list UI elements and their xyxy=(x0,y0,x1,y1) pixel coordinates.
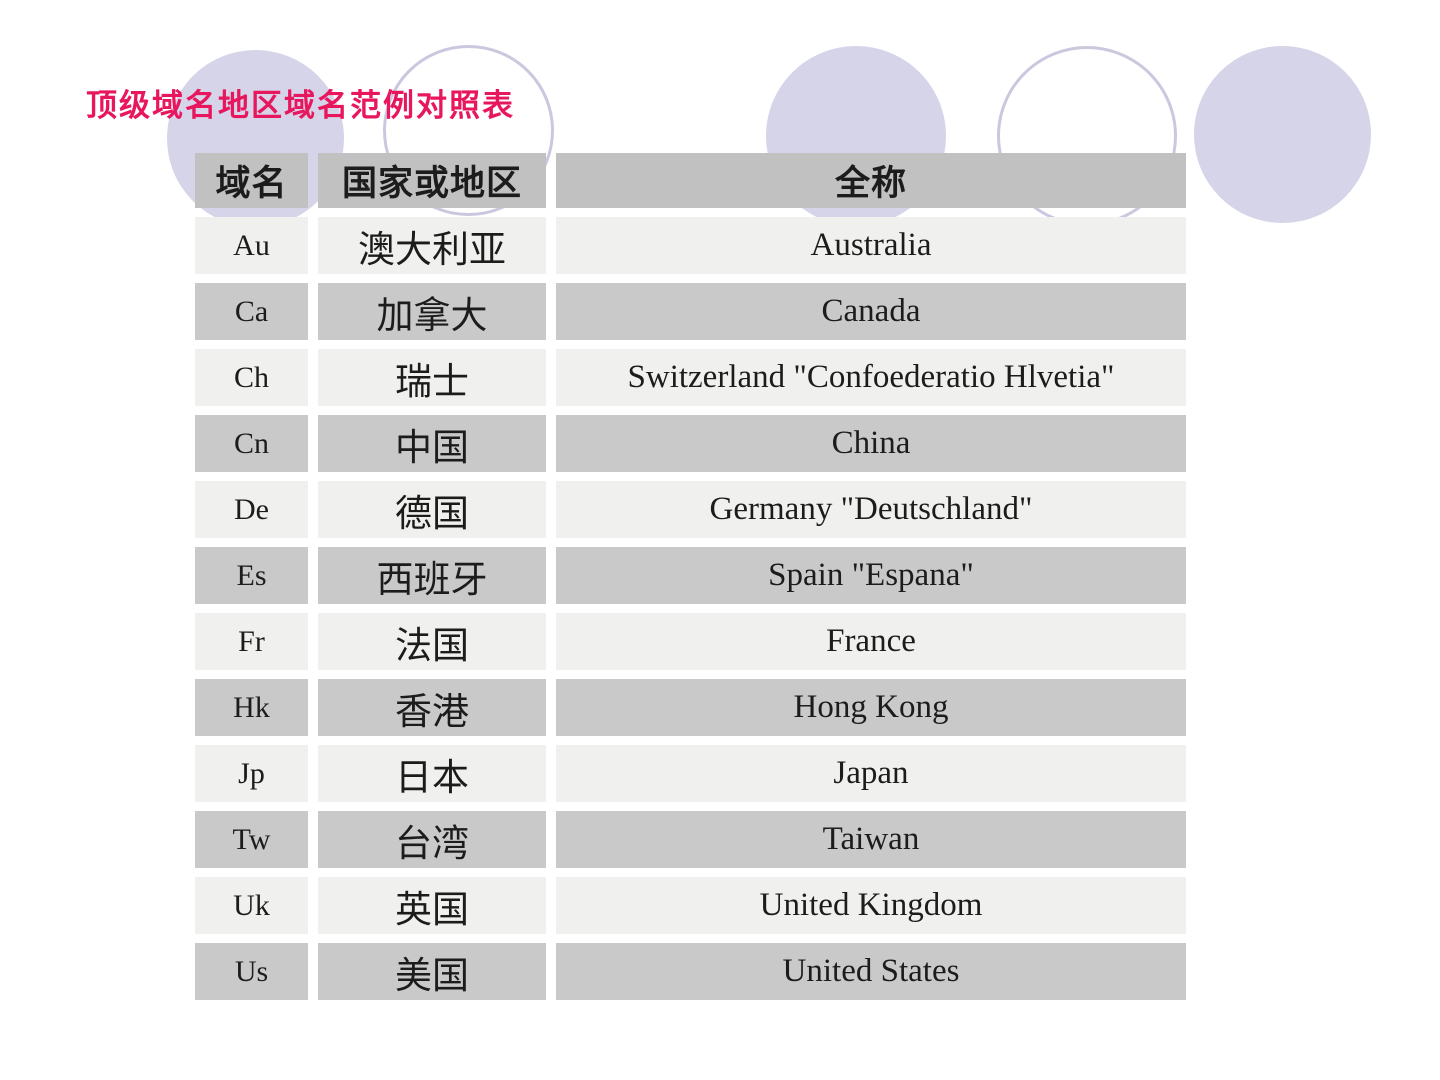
full-name-cell: Hong Kong xyxy=(556,679,1186,736)
domain-code-cell: Es xyxy=(195,547,308,604)
table-row: Au 澳大利亚 Australia xyxy=(195,217,1186,274)
region-name-cell: 加拿大 xyxy=(318,283,546,340)
table-row: Us 美国 United States xyxy=(195,943,1186,1000)
domain-code-cell: Hk xyxy=(195,679,308,736)
table-row: Tw 台湾 Taiwan xyxy=(195,811,1186,868)
full-name-cell: Japan xyxy=(556,745,1186,802)
domain-code-cell: Us xyxy=(195,943,308,1000)
region-name-cell: 日本 xyxy=(318,745,546,802)
table-body: Au 澳大利亚 Australia Ca 加拿大 Canada Ch 瑞士 Switzerlan… xyxy=(195,217,1186,1000)
table-row: De 德国 Germany "Deutschland" xyxy=(195,481,1186,538)
full-name-cell: China xyxy=(556,415,1186,472)
domain-code-cell: Fr xyxy=(195,613,308,670)
full-name-cell: France xyxy=(556,613,1186,670)
region-name-cell: 英国 xyxy=(318,877,546,934)
table-row: Ch 瑞士 Switzerland "Confoederatio Hlvetia" xyxy=(195,349,1186,406)
full-name-cell: Germany "Deutschland" xyxy=(556,481,1186,538)
domain-code-cell: Tw xyxy=(195,811,308,868)
table-row: Jp 日本 Japan xyxy=(195,745,1186,802)
region-name-cell: 香港 xyxy=(318,679,546,736)
table-row: Hk 香港 Hong Kong xyxy=(195,679,1186,736)
domain-code-cell: Uk xyxy=(195,877,308,934)
region-name-cell: 澳大利亚 xyxy=(318,217,546,274)
region-name-cell: 瑞士 xyxy=(318,349,546,406)
table-row: Uk 英国 United Kingdom xyxy=(195,877,1186,934)
full-name-cell: Australia xyxy=(556,217,1186,274)
domain-code-cell: Cn xyxy=(195,415,308,472)
full-name-cell: United States xyxy=(556,943,1186,1000)
column-header-region: 国家或地区 xyxy=(318,153,546,208)
region-name-cell: 西班牙 xyxy=(318,547,546,604)
region-name-cell: 中国 xyxy=(318,415,546,472)
region-name-cell: 美国 xyxy=(318,943,546,1000)
region-name-cell: 台湾 xyxy=(318,811,546,868)
full-name-cell: Canada xyxy=(556,283,1186,340)
full-name-cell: Switzerland "Confoederatio Hlvetia" xyxy=(556,349,1186,406)
table-row: Cn 中国 China xyxy=(195,415,1186,472)
full-name-cell: Spain "Espana" xyxy=(556,547,1186,604)
table-row: Es 西班牙 Spain "Espana" xyxy=(195,547,1186,604)
domain-code-cell: Ch xyxy=(195,349,308,406)
full-name-cell: Taiwan xyxy=(556,811,1186,868)
column-header-domain: 域名 xyxy=(195,153,308,208)
region-name-cell: 德国 xyxy=(318,481,546,538)
domain-code-cell: Au xyxy=(195,217,308,274)
table-row: Ca 加拿大 Canada xyxy=(195,283,1186,340)
page-title: 顶级域名地区域名范例对照表 xyxy=(86,88,515,123)
full-name-cell: United Kingdom xyxy=(556,877,1186,934)
domain-code-cell: Jp xyxy=(195,745,308,802)
column-header-fullname: 全称 xyxy=(556,153,1186,208)
table-header-row: 域名 国家或地区 全称 xyxy=(195,153,1186,208)
domain-code-cell: De xyxy=(195,481,308,538)
domain-table: 域名 国家或地区 全称 Au 澳大利亚 Australia Ca 加拿大 Canada Ch… xyxy=(195,153,1186,1000)
decor-circle-filled-3 xyxy=(1194,46,1371,223)
table-row: Fr 法国 France xyxy=(195,613,1186,670)
domain-code-cell: Ca xyxy=(195,283,308,340)
region-name-cell: 法国 xyxy=(318,613,546,670)
